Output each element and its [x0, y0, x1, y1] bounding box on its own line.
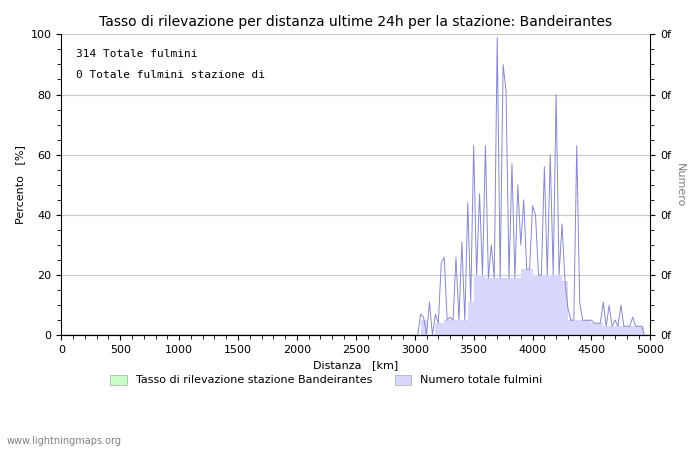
X-axis label: Distanza   [km]: Distanza [km] — [313, 360, 398, 370]
Text: www.lightningmaps.org: www.lightningmaps.org — [7, 436, 122, 446]
Legend: Tasso di rilevazione stazione Bandeirantes, Numero totale fulmini: Tasso di rilevazione stazione Bandeirant… — [106, 370, 547, 390]
Text: 0 Totale fulmini stazione di: 0 Totale fulmini stazione di — [76, 71, 265, 81]
Y-axis label: Numero: Numero — [675, 162, 685, 207]
Title: Tasso di rilevazione per distanza ultime 24h per la stazione: Bandeirantes: Tasso di rilevazione per distanza ultime… — [99, 15, 612, 29]
Text: 314 Totale fulmini: 314 Totale fulmini — [76, 50, 197, 59]
Y-axis label: Percento   [%]: Percento [%] — [15, 145, 25, 224]
